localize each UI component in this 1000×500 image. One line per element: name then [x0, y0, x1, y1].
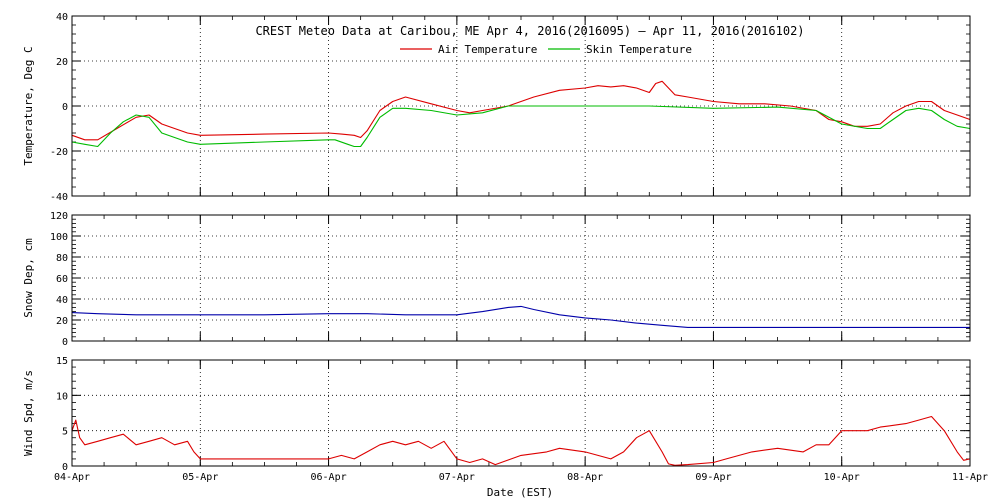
y-tick-label: 80	[56, 253, 68, 264]
legend-label: Air Temperature	[438, 43, 537, 56]
legend: Air Temperature Skin Temperature	[400, 43, 692, 56]
panel-frame	[71, 359, 971, 467]
x-axis-title: Date (EST)	[487, 486, 553, 499]
x-tick-label: 06-Apr	[311, 472, 347, 483]
y-axis-title: Temperature, Deg C	[22, 46, 35, 165]
y-tick-label: -40	[50, 192, 68, 203]
y-tick-label: -20	[50, 147, 68, 158]
y-tick-label: 120	[50, 211, 68, 222]
x-tick-label: 04-Apr	[54, 472, 90, 483]
y-tick-label: 0	[62, 337, 68, 348]
y-tick-label: 100	[50, 232, 68, 243]
panel-wind: 0 5 10 15 04-Apr 05-Apr 06-Apr 07-Apr 08-Apr 09-A…	[22, 356, 988, 483]
y-tick-label: 60	[56, 274, 68, 285]
series-line-skin-temperature	[71, 105, 971, 148]
chart-panels: -40 -20 0 20 40 Temperature, Deg C Air Tempera…	[22, 12, 988, 483]
series-line-wind	[71, 415, 971, 466]
y-axis-title: Snow Dep, cm	[22, 238, 35, 318]
y-tick-label: 20	[56, 57, 68, 68]
panel-snow: 0 20 40 60 80 100 120 Snow Dep, cm	[22, 211, 971, 348]
chart-title: CREST Meteo Data at Caribou, ME Apr 4, 2…	[255, 24, 804, 38]
y-tick-label: 0	[62, 102, 68, 113]
series-line-air-temperature	[71, 80, 971, 141]
x-tick-label: 08-Apr	[567, 472, 603, 483]
x-tick-label: 09-Apr	[695, 472, 731, 483]
y-tick-label: 15	[56, 356, 68, 367]
y-tick-label: 0	[62, 462, 68, 473]
y-tick-label: 5	[62, 427, 68, 438]
y-tick-label: 40	[56, 12, 68, 23]
legend-label: Skin Temperature	[586, 43, 692, 56]
x-tick-label: 11-Apr	[952, 472, 988, 483]
panel-frame	[71, 214, 971, 342]
x-tick-label: 05-Apr	[182, 472, 218, 483]
panel-frame	[71, 15, 971, 197]
x-tick-label: 07-Apr	[439, 472, 475, 483]
y-tick-label: 40	[56, 295, 68, 306]
series-line-snow	[71, 305, 970, 328]
x-tick-label: 10-Apr	[824, 472, 860, 483]
y-tick-label: 20	[56, 316, 68, 327]
panel-temperature: -40 -20 0 20 40 Temperature, Deg C Air Tempera…	[22, 12, 971, 203]
y-tick-label: 10	[56, 391, 68, 402]
y-axis-title: Wind Spd, m/s	[22, 370, 35, 456]
